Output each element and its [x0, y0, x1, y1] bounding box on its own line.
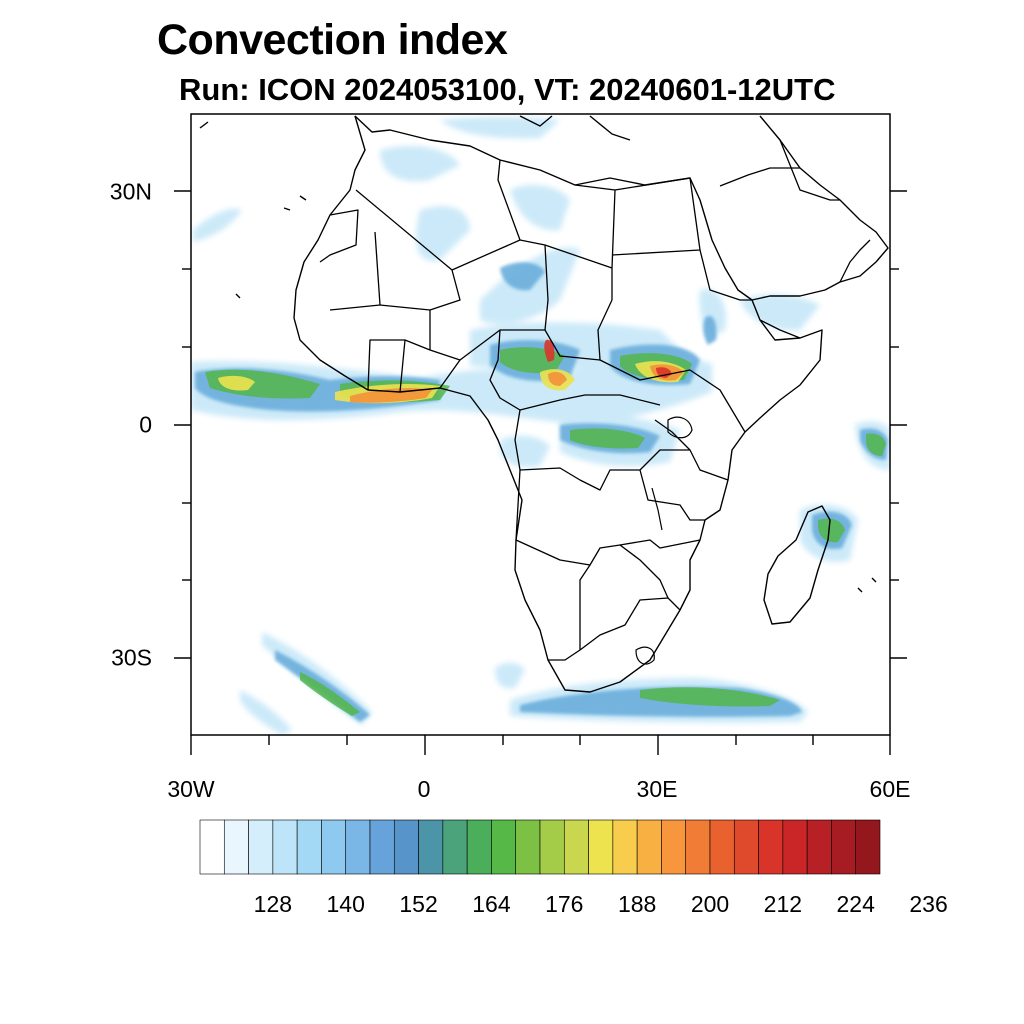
- lon-label: 30E: [637, 776, 678, 802]
- colorbar-swatch: [248, 819, 274, 875]
- colorbar-label: 200: [691, 891, 729, 917]
- colorbar-label: 236: [909, 891, 947, 917]
- colorbar-swatch: [831, 819, 857, 875]
- colorbar-swatch: [733, 819, 759, 875]
- colorbar-label: 164: [472, 891, 511, 917]
- colorbar-swatch: [272, 819, 298, 875]
- coastlines: [199, 115, 889, 693]
- lon-label: 0: [418, 776, 431, 802]
- lon-labels: 30W 0 30E 60E: [167, 776, 910, 802]
- colorbar-swatch: [612, 819, 638, 875]
- colorbar-swatch: [393, 819, 419, 875]
- country-borders: [319, 139, 871, 661]
- colorbar-label: 224: [837, 891, 876, 917]
- chart-title: Convection index: [157, 16, 508, 64]
- colorbar-swatch: [345, 819, 371, 875]
- lat-labels: 30N 0 30S: [110, 179, 152, 671]
- chart-subtitle: Run: ICON 2024053100, VT: 20240601-12UTC: [179, 72, 836, 107]
- colorbar-swatch: [466, 819, 492, 875]
- field-layer: [191, 115, 890, 735]
- colorbar-swatch: [515, 819, 541, 875]
- colorbar-swatch: [539, 819, 565, 875]
- convection-field-red: [544, 339, 672, 378]
- colorbar-swatch: [418, 819, 444, 875]
- colorbar-swatch: [588, 819, 614, 875]
- colorbar-swatch: [758, 819, 784, 875]
- colorbar-label: 140: [327, 891, 365, 917]
- colorbar-swatch: [442, 819, 468, 875]
- colorbar-swatch: [491, 819, 517, 875]
- lakes: [635, 416, 693, 665]
- colorbar-swatch: [199, 819, 225, 875]
- lon-label: 60E: [870, 776, 911, 802]
- colorbar-swatch: [223, 819, 249, 875]
- colorbar-swatch: [636, 819, 662, 875]
- colorbar-swatch: [806, 819, 832, 875]
- tick-marks: [174, 190, 907, 755]
- colorbar-swatch: [563, 819, 589, 875]
- colorbar-label: 128: [254, 891, 292, 917]
- colorbar-swatch: [321, 819, 347, 875]
- lat-label: 0: [139, 412, 152, 438]
- colorbar-label: 176: [545, 891, 583, 917]
- colorbar-swatch: [661, 819, 687, 875]
- lon-label: 30W: [167, 776, 215, 802]
- colorbar-label: 188: [618, 891, 656, 917]
- colorbar: [199, 819, 881, 875]
- lat-label: 30N: [110, 179, 152, 205]
- colorbar-label: 212: [764, 891, 802, 917]
- lat-label: 30S: [111, 644, 152, 670]
- colorbar-swatch: [782, 819, 808, 875]
- colorbar-swatch: [369, 819, 395, 875]
- colorbar-swatch: [296, 819, 322, 875]
- colorbar-swatch: [709, 819, 735, 875]
- convection-field-low: [191, 117, 890, 735]
- colorbar-labels: 128 140 152 164 176 188 200 212 224 236: [254, 891, 948, 917]
- colorbar-label: 152: [399, 891, 437, 917]
- colorbar-swatch: [855, 819, 881, 875]
- colorbar-swatch: [685, 819, 711, 875]
